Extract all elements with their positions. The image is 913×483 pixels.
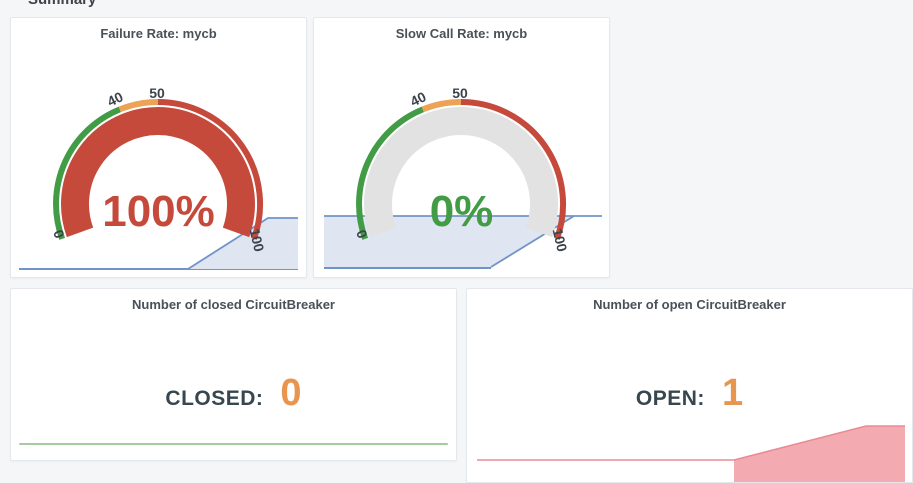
gauge-track-arc: [364, 107, 558, 238]
gauge-progress-arc: [61, 107, 255, 238]
gauge-ring-red: [460, 99, 567, 240]
closed-stat-value: 0: [280, 372, 302, 414]
open-stat-label: OPEN:: [635, 387, 705, 410]
panel-title[interactable]: Number of open CircuitBreaker: [593, 297, 786, 312]
gauge-value: 0%: [429, 187, 494, 236]
gauge-ring-orange: [118, 98, 159, 113]
gauge-ring-green: [356, 106, 424, 240]
gauge-tick-50: 50: [452, 85, 468, 101]
gauge-ring-red: [157, 99, 264, 240]
panel-open-circuitbreaker: Number of open CircuitBreaker OPEN: 1: [466, 288, 913, 483]
sparkline-line: [19, 217, 298, 270]
panel-closed-circuitbreaker: Number of closed CircuitBreaker CLOSED: …: [10, 288, 457, 461]
open-stat: OPEN: 1: [467, 373, 912, 416]
panel-title[interactable]: Number of closed CircuitBreaker: [131, 297, 335, 312]
open-stat-value: 1: [721, 372, 744, 414]
open-sparkline-line: [477, 425, 905, 461]
closed-stat: CLOSED: 0: [11, 373, 456, 416]
closed-stat-label: CLOSED:: [165, 387, 264, 410]
section-header-summary[interactable]: Summary: [28, 0, 96, 8]
open-sparkline-fill: [734, 426, 905, 482]
sparkline-fill: [188, 218, 298, 269]
panel-slow-call-rate: 0 40 50 100 0% Slow Call Rate: mycb: [313, 17, 610, 278]
gauge-value: 100%: [102, 187, 215, 236]
failure-rate-gauge-chart: [19, 98, 298, 270]
gauge-ring-green: [53, 106, 121, 240]
gauge-ring-orange: [421, 98, 462, 113]
open-sparkline-chart: [477, 425, 905, 482]
panel-failure-rate: 0 40 50 100 100% Failure Rate: mycb: [10, 17, 307, 278]
panel-title[interactable]: Failure Rate: mycb: [100, 26, 217, 41]
panel-title[interactable]: Slow Call Rate: mycb: [395, 26, 528, 41]
slow-call-rate-gauge-chart: [324, 98, 602, 269]
closed-sparkline: [19, 443, 448, 445]
gauge-tick-50: 50: [149, 85, 165, 101]
